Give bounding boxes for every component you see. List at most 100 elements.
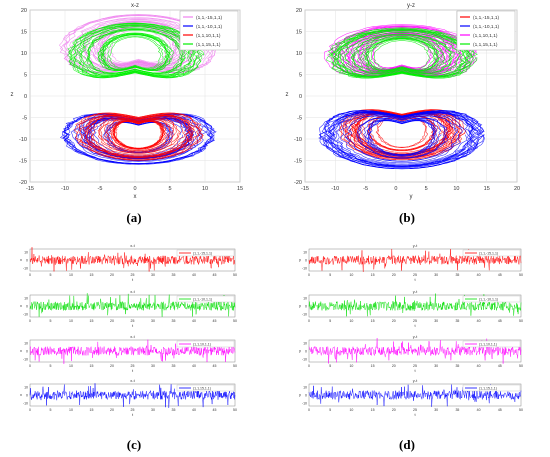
orbit-trace (90, 115, 188, 157)
plot-title: y-t (413, 334, 418, 339)
signal-trace (308, 384, 522, 407)
x-tick-label: 25 (413, 364, 417, 368)
x-tick-label: 0 (308, 273, 310, 277)
series-(1,1,-10,1,1) (318, 110, 485, 170)
x-tick-label: 40 (192, 408, 196, 412)
x-tick-label: 5 (329, 408, 331, 412)
orbit-trace (108, 36, 161, 69)
x-tick-label: 15 (371, 319, 375, 323)
x-tick-label: 5 (50, 319, 52, 323)
x-tick-label: 0 (308, 364, 310, 368)
orbit-trace (67, 23, 202, 78)
x-tick-label: 10 (349, 408, 353, 412)
plot-title: x-t (130, 334, 135, 339)
x-tick-label: 30 (151, 319, 155, 323)
x-tick-label: 35 (172, 273, 176, 277)
legend-entry: (1,1,15,1,1) (196, 42, 221, 48)
orbit-trace (82, 114, 195, 158)
x-tick-label: 5 (329, 319, 331, 323)
y-tick-label: 10 (24, 297, 28, 301)
x-tick-label: 20 (392, 364, 396, 368)
orbit-trace (369, 39, 435, 71)
x-tick-label: 20 (392, 273, 396, 277)
orbit-trace (92, 116, 186, 155)
x-tick-label: 0 (29, 408, 31, 412)
signal-trace (308, 248, 522, 272)
y-tick-label: 15 (296, 30, 302, 36)
x-axis-label: x (134, 194, 137, 200)
x-tick-label: 20 (110, 319, 114, 323)
y-tick-label: -10 (302, 358, 307, 362)
legend-entry: (1,1,10,1,1) (193, 343, 211, 347)
plot-title: x-t (130, 378, 135, 383)
x-tick-label: 0 (308, 408, 310, 412)
y-tick-label: -15 (294, 159, 302, 165)
x-tick-label: 20 (392, 408, 396, 412)
y-tick-label: 0 (305, 394, 307, 398)
orbit-trace (98, 33, 172, 71)
y-axis-label: y (299, 392, 301, 397)
legend-box (176, 295, 235, 303)
legend-entry: (1,1,-10,1,1) (193, 298, 212, 302)
x-axis-label: y (410, 194, 413, 200)
series-(1,1,15,1,1) (326, 27, 478, 79)
x-tick-label: 5 (329, 364, 331, 368)
y-tick-label: 10 (24, 386, 28, 390)
x-tick-label: 35 (455, 364, 459, 368)
x-tick-label: 40 (477, 319, 481, 323)
phase-plot-b: -15 -10 -5 0 5 10 15 2020151050-5-10-15-20y-zyz… (286, 3, 521, 200)
x-tick-label: 0 (29, 273, 31, 277)
orbit-trace (84, 117, 194, 159)
orbit-trace (339, 114, 463, 164)
x-tick-label: 5 (425, 186, 428, 192)
x-tick-label: 10 (69, 319, 73, 323)
orbit-trace (349, 33, 455, 75)
x-tick-label: 45 (213, 408, 217, 412)
orbit-trace (325, 111, 479, 168)
x-tick-label: 15 (90, 319, 94, 323)
legend-entry: (1,1,-15,1,1) (479, 252, 498, 256)
phase-plot-a: -15 -10 -5 0 5 10 1520151050-5-10-15-20x-zxz(1… (11, 3, 244, 200)
x-tick-label: 30 (434, 273, 438, 277)
x-tick-label: -15 (26, 186, 34, 192)
x-axis-label: t (414, 323, 416, 328)
x-tick-label: 0 (308, 319, 310, 323)
y-axis-label: y (299, 303, 301, 308)
x-tick-label: 50 (233, 273, 237, 277)
x-tick-label: 0 (29, 319, 31, 323)
x-axis-label: t (414, 277, 416, 282)
orbit-trace (73, 25, 196, 77)
x-tick-label: 25 (413, 273, 417, 277)
x-tick-label: 5 (329, 273, 331, 277)
y-tick-label: -10 (23, 402, 28, 406)
legend-box (462, 295, 521, 303)
orbit-trace (77, 19, 200, 70)
legend: (1,1,-15,1,1) (1,1,-10,1,1) (1,1,10,1,1) (1… (179, 10, 239, 51)
orbit-trace (79, 113, 200, 160)
y-tick-label: -5 (22, 116, 27, 122)
x-tick-label: 0 (133, 186, 136, 192)
x-tick-label: 50 (519, 319, 523, 323)
x-tick-label: 50 (233, 319, 237, 323)
x-tick-label: 35 (455, 408, 459, 412)
orbit-trace (67, 22, 205, 79)
x-tick-label: 15 (90, 273, 94, 277)
legend-entry: (1,1,10,1,1) (196, 33, 221, 39)
y-tick-label: -10 (23, 313, 28, 317)
y-tick-label: 0 (26, 305, 28, 309)
y-tick-label: -10 (23, 358, 28, 362)
x-tick-label: 45 (498, 408, 502, 412)
orbit-trace (97, 117, 179, 154)
x-tick-label: 45 (498, 364, 502, 368)
x-tick-label: 40 (192, 273, 196, 277)
legend-entry: (1,1,-15,1,1) (473, 15, 500, 21)
orbit-trace (359, 36, 446, 73)
x-tick-label: 5 (50, 273, 52, 277)
x-tick-label: 15 (371, 408, 375, 412)
y-tick-label: -20 (294, 180, 302, 186)
x-axis-label: t (414, 412, 416, 417)
signal-trace (29, 293, 236, 317)
orbit-trace (373, 40, 430, 70)
